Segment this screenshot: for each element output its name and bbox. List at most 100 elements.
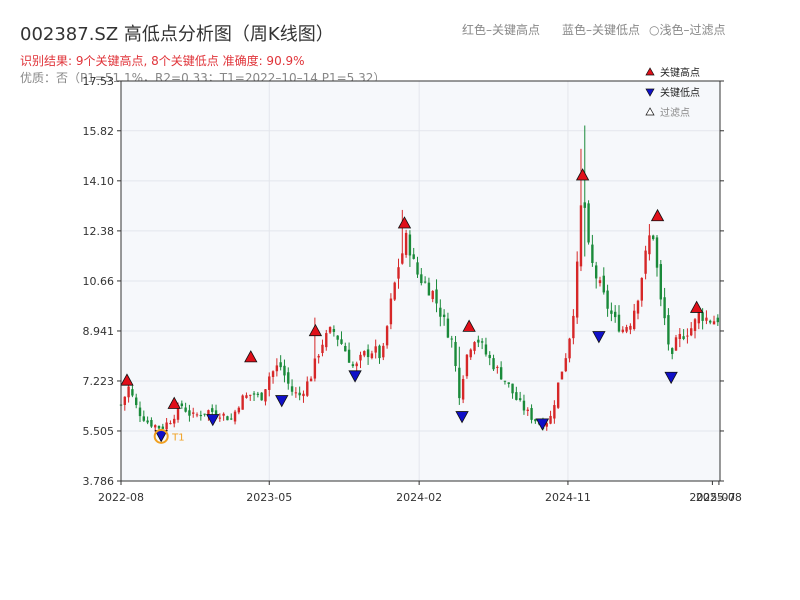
y-tick-label: 10.66	[83, 275, 115, 288]
y-tick-label: 8.941	[83, 325, 115, 338]
key-high-marker	[120, 373, 134, 386]
candle	[530, 404, 533, 424]
candle-body	[359, 354, 362, 361]
candle	[233, 409, 237, 425]
candle	[518, 391, 522, 402]
candle	[138, 401, 142, 423]
candle-body	[705, 317, 708, 321]
candle-body	[431, 291, 434, 300]
candle	[594, 261, 598, 289]
candle-body	[127, 386, 130, 398]
candle	[572, 309, 575, 345]
y-tick-label: 7.223	[83, 375, 115, 388]
candle	[123, 396, 127, 411]
y-tick-label: 12.38	[83, 225, 115, 238]
candle-body	[283, 365, 286, 376]
candle-body	[332, 329, 336, 332]
legend-low: 关键低点	[645, 86, 700, 99]
candle-body	[515, 392, 518, 400]
candle	[439, 299, 442, 327]
candle	[382, 342, 385, 361]
candle-body	[245, 395, 248, 398]
candle-body	[165, 422, 168, 430]
candle-body	[477, 339, 480, 343]
candle-body	[290, 386, 294, 392]
candle	[682, 329, 685, 341]
candle-body	[404, 232, 408, 255]
candle	[556, 382, 560, 409]
candle	[389, 293, 393, 330]
candle-body	[393, 282, 396, 300]
candle	[218, 413, 222, 422]
candle	[385, 325, 389, 349]
candle-body	[214, 410, 218, 416]
candle-body	[317, 355, 320, 358]
candle	[363, 350, 366, 358]
candle	[712, 315, 716, 325]
candle-body	[522, 400, 526, 411]
y-tick-label: 14.10	[83, 175, 115, 188]
candle	[705, 310, 708, 325]
candle	[180, 400, 184, 409]
candle	[545, 421, 548, 431]
candle-body	[427, 282, 431, 296]
candle	[294, 387, 298, 398]
candle-body	[503, 380, 507, 382]
candle	[340, 331, 343, 345]
candle-body	[408, 234, 412, 256]
candle-body	[123, 396, 127, 405]
candle	[317, 353, 320, 364]
candle	[549, 410, 552, 425]
candle-body	[138, 407, 142, 417]
candle-body	[142, 416, 146, 421]
key-low-marker	[275, 395, 289, 408]
candle	[283, 359, 286, 383]
candle-body	[488, 354, 491, 359]
candle-body	[613, 311, 617, 318]
candle	[515, 386, 518, 401]
candle	[659, 260, 663, 307]
candle-body	[233, 411, 237, 422]
y-tick-label: 5.505	[83, 425, 115, 438]
candle-body	[473, 342, 476, 351]
candle	[602, 267, 605, 295]
candle-body	[203, 413, 206, 415]
candle-body	[252, 393, 256, 395]
key-high-marker	[462, 319, 476, 332]
candle-body	[241, 395, 244, 410]
candle	[222, 412, 225, 421]
candle	[325, 329, 328, 351]
candle-body	[518, 398, 522, 401]
candle	[188, 404, 191, 422]
candle	[146, 416, 149, 425]
candle	[195, 412, 199, 418]
candle-body	[663, 297, 666, 319]
key-high-marker	[689, 300, 704, 313]
candle	[142, 410, 146, 422]
candle	[492, 354, 495, 371]
candle-body	[264, 389, 267, 402]
candle-body	[686, 335, 689, 337]
candle-body	[678, 333, 682, 339]
legend-high: 关键高点	[645, 66, 700, 79]
candle-body	[302, 393, 305, 397]
candle	[427, 277, 431, 296]
key-low-marker	[535, 418, 550, 431]
candle-body	[287, 372, 290, 384]
candle-body	[279, 362, 282, 368]
key-high-marker	[308, 323, 323, 337]
result-line: 识别结果: 9个关键高点, 8个关键低点 准确度: 90.9%	[20, 54, 305, 68]
candle	[560, 371, 564, 380]
candle-body	[492, 358, 495, 370]
candle-body	[195, 414, 199, 416]
key-high-marker	[167, 396, 181, 409]
candle	[256, 391, 260, 398]
candle-body	[632, 310, 636, 329]
candle	[716, 314, 720, 326]
candle-body	[298, 392, 301, 396]
key-low-marker	[664, 371, 678, 385]
candle-body	[131, 389, 134, 396]
candle-body	[275, 365, 279, 372]
candle	[477, 335, 480, 348]
candle	[534, 418, 537, 424]
